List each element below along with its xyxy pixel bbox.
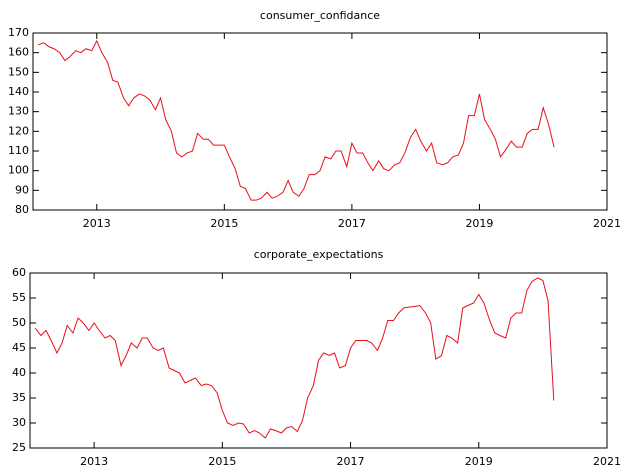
x-tick-label: 2015	[210, 217, 238, 230]
y-tick-label: 55	[12, 291, 26, 304]
y-tick-label: 160	[8, 46, 29, 59]
x-tick-label: 2015	[208, 455, 236, 468]
y-tick-label: 100	[8, 164, 29, 177]
y-tick-label: 150	[8, 65, 29, 78]
y-tick-label: 45	[12, 341, 26, 354]
y-tick-label: 110	[8, 144, 29, 157]
y-tick-label: 35	[12, 391, 26, 404]
x-tick-label: 2021	[593, 455, 621, 468]
y-tick-label: 50	[12, 316, 26, 329]
data-line	[37, 39, 555, 201]
y-tick-label: 170	[8, 26, 29, 39]
y-tick-label: 30	[12, 416, 26, 429]
x-tick-label: 2021	[593, 217, 621, 230]
x-tick-label: 2019	[465, 455, 493, 468]
chart-title: consumer_confidance	[260, 9, 380, 22]
plot-frame	[32, 32, 608, 211]
y-tick-label: 120	[8, 124, 29, 137]
y-tick-label: 40	[12, 366, 26, 379]
y-tick-label: 140	[8, 85, 29, 98]
y-tick-label: 25	[12, 441, 26, 454]
y-tick-label: 90	[15, 183, 29, 196]
x-tick-label: 2013	[83, 217, 111, 230]
data-line	[34, 277, 555, 439]
y-tick-label: 80	[15, 203, 29, 216]
x-tick-label: 2017	[338, 217, 366, 230]
x-tick-label: 2017	[337, 455, 365, 468]
plot-frame	[29, 272, 608, 449]
x-tick-label: 2013	[80, 455, 108, 468]
y-tick-label: 130	[8, 105, 29, 118]
x-tick-label: 2019	[465, 217, 493, 230]
chart-title: corporate_expectations	[254, 248, 384, 261]
y-tick-label: 60	[12, 266, 26, 279]
